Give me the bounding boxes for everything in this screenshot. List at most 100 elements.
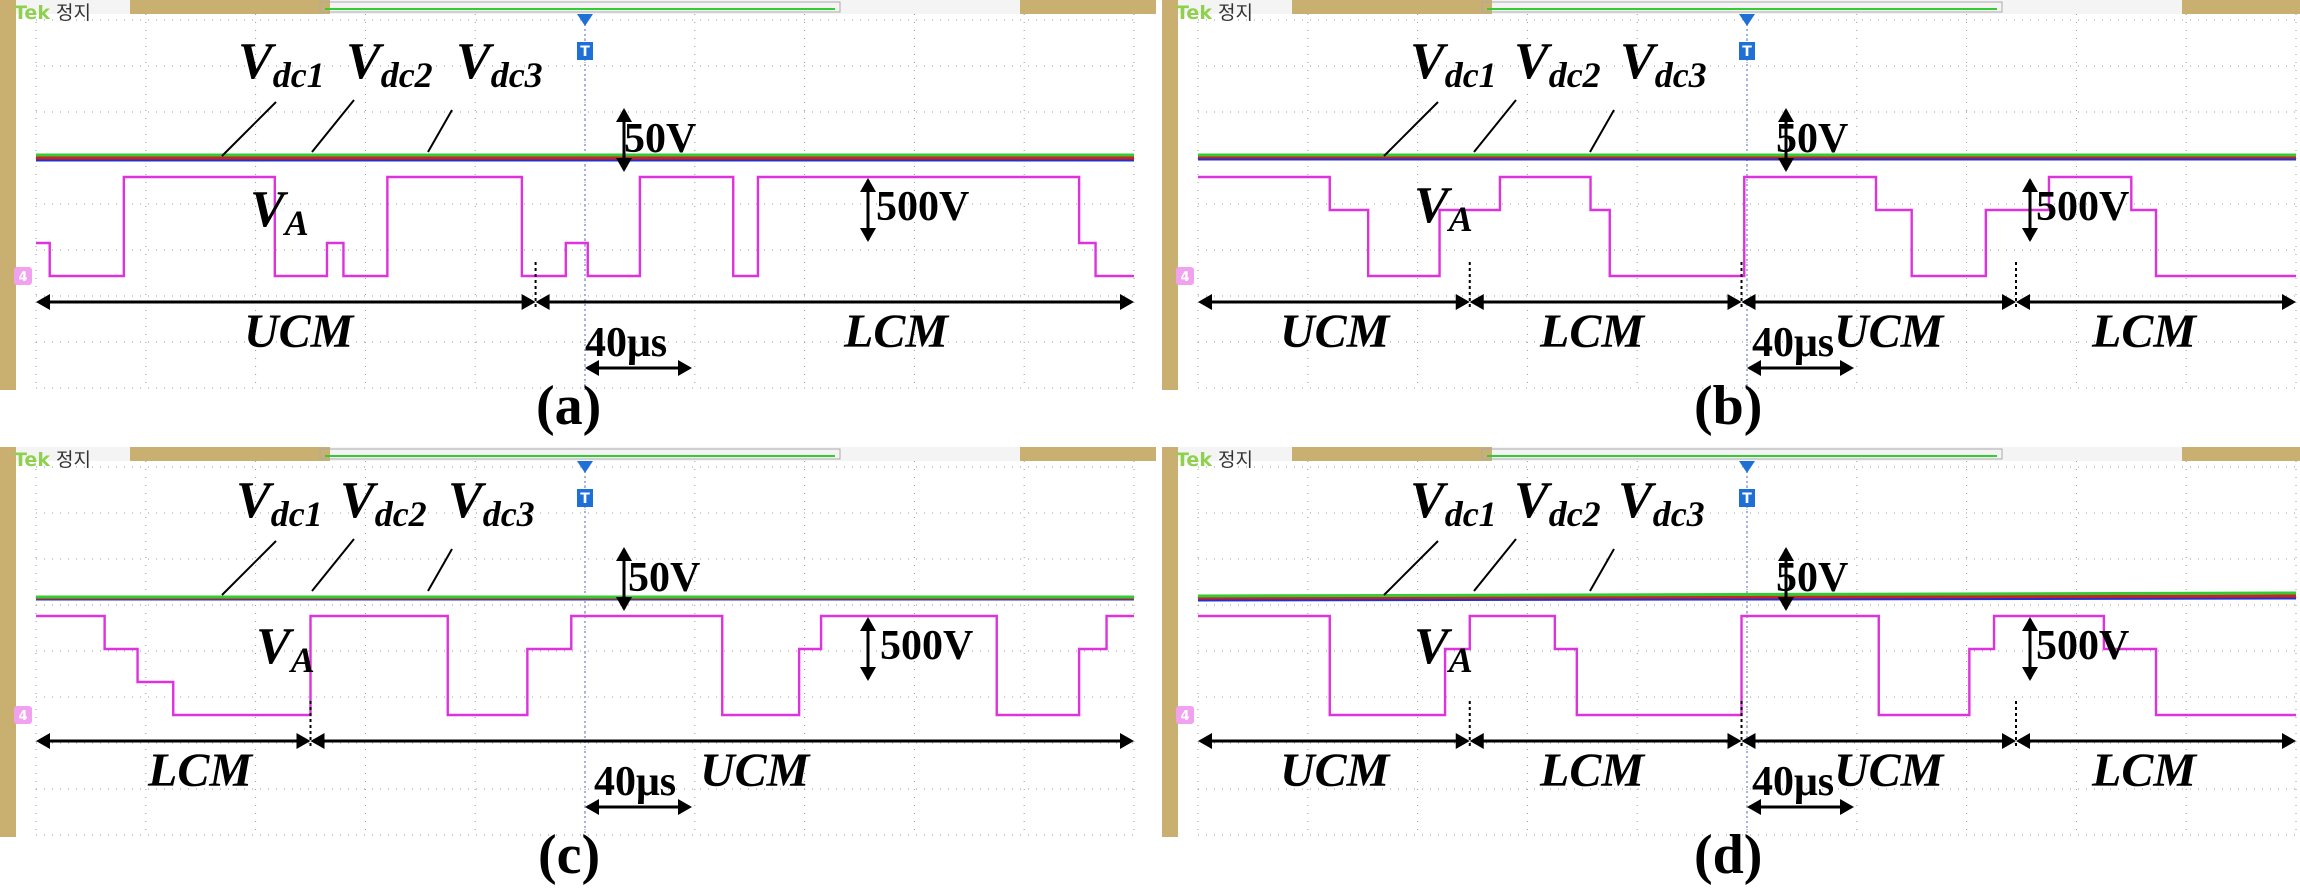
scope-record-bar	[1481, 1, 2003, 13]
mode-segment-arrow-head	[296, 733, 311, 749]
va-subscript: A	[1448, 199, 1473, 239]
channel-4-marker	[1176, 267, 1194, 285]
scope-top-block-right	[2182, 447, 2300, 461]
small-scale-arrow-head	[616, 108, 632, 122]
trigger-icon	[1739, 14, 1755, 26]
run-state-label: 정지	[56, 2, 91, 24]
large-scale-arrow-head	[860, 667, 876, 681]
scope-top-block-right	[2182, 0, 2300, 14]
time-scale-arrow-head	[585, 799, 599, 815]
series-va	[1198, 175, 2296, 278]
vdc2-subscript: dc2	[1548, 55, 1601, 95]
trigger-badge	[577, 489, 593, 507]
brand-label: Tek	[1176, 449, 1212, 471]
channel-4-marker-text: 4	[18, 709, 27, 724]
small-voltage-scale-label: 50V	[1776, 116, 1849, 162]
scope-top-block-left	[1292, 0, 1492, 14]
vdc1-subscript: dc1	[1444, 55, 1497, 95]
trigger-badge	[1739, 42, 1755, 60]
trigger-marker-text: T	[1742, 44, 1752, 60]
time-scale-label: 40μs	[594, 759, 677, 805]
vdc3-subscript: dc3	[490, 55, 543, 95]
large-scale-arrow-head	[860, 228, 876, 242]
mode-segment-arrow-head	[36, 733, 50, 749]
vdc2-subscript: dc2	[380, 55, 433, 95]
scope-screen: T4	[0, 0, 1156, 390]
time-scale-arrow-head	[1840, 360, 1854, 376]
channel-4-marker-text: 4	[1180, 709, 1189, 724]
large-voltage-scale-label: 500V	[2036, 623, 2130, 669]
scope-top-block-right	[1020, 0, 1156, 14]
small-scale-arrow-head	[616, 547, 632, 561]
small-scale-arrow-head	[616, 597, 632, 611]
vdc3-pointer	[1589, 548, 1615, 592]
panel-caption: (d)	[1694, 824, 1763, 886]
large-scale-arrow-head	[2022, 617, 2038, 631]
mode-label-3: UCM	[1834, 744, 1944, 797]
mode-label-2: UCM	[700, 744, 810, 797]
vdc3-pointer	[1589, 109, 1615, 153]
vdc1-pointer	[1383, 540, 1439, 596]
panel-caption: (a)	[536, 375, 602, 437]
vdc3-pointer	[427, 548, 453, 592]
mode-segment-arrow-head	[1120, 733, 1134, 749]
trigger-icon	[1739, 461, 1755, 473]
vdc3-label: Vdc3	[448, 472, 535, 534]
vdc1-subscript: dc1	[1444, 494, 1497, 534]
vdc1-pointer	[221, 101, 277, 157]
series-va	[36, 614, 1134, 717]
scope-left-bar	[0, 447, 16, 837]
vdc1-label: Vdc1	[1410, 472, 1497, 534]
run-state-label: 정지	[56, 449, 91, 471]
scope-status: Tek 정지	[1176, 451, 1253, 470]
large-voltage-scale-label: 500V	[2036, 184, 2130, 230]
scope-left-bar	[1162, 0, 1178, 390]
series-va	[1198, 614, 2296, 717]
trigger-icon	[577, 461, 593, 473]
vdc1-label: Vdc1	[238, 33, 325, 95]
mode-segment-arrow-head	[1741, 733, 1756, 749]
channel-4-marker	[1176, 706, 1194, 724]
mode-segment-arrow-head	[521, 294, 536, 310]
vdc2-subscript: dc2	[374, 494, 427, 534]
mode-label-1: LCM	[148, 744, 253, 797]
small-voltage-scale-label: 50V	[628, 555, 701, 601]
time-scale-arrow-head	[678, 799, 692, 815]
series-vdc1	[1197, 596, 2297, 602]
vdc1-subscript: dc1	[272, 55, 325, 95]
vdc2-pointer	[1473, 99, 1517, 153]
large-scale-arrow-head	[860, 178, 876, 192]
mode-label-4: LCM	[2092, 744, 2197, 797]
time-scale-arrow-head	[1747, 799, 1761, 815]
mode-label-2: LCM	[1540, 305, 1645, 358]
vdc2-pointer	[311, 538, 355, 592]
va-label: VA	[1414, 177, 1473, 239]
vdc3-label: Vdc3	[1620, 33, 1707, 95]
mode-segment-arrow-head	[1469, 733, 1484, 749]
trigger-marker-text: T	[580, 44, 590, 60]
small-scale-arrow-head	[1778, 158, 1794, 172]
scope-top-block-left	[130, 447, 330, 461]
small-voltage-scale-label: 50V	[624, 116, 697, 162]
vdc3-label: Vdc3	[1618, 472, 1705, 534]
scope-screen: T4	[1162, 447, 2300, 837]
vdc2-label: Vdc2	[340, 472, 427, 534]
mode-segment-arrow-head	[1727, 294, 1742, 310]
channel-4-marker	[14, 267, 32, 285]
trigger-badge	[1739, 489, 1755, 507]
scope-top-block-left	[130, 0, 330, 14]
channel-4-marker	[14, 706, 32, 724]
va-subscript: A	[284, 203, 309, 243]
mode-label-2: LCM	[844, 305, 949, 358]
vdc1-pointer	[1383, 101, 1439, 157]
mode-segment-arrow-head	[2016, 733, 2031, 749]
mode-segment-arrow-head	[1120, 294, 1134, 310]
mode-segment-arrow-head	[1727, 733, 1742, 749]
vdc3-subscript: dc3	[1652, 494, 1705, 534]
brand-label: Tek	[14, 449, 50, 471]
mode-segment-arrow-head	[2282, 733, 2296, 749]
vdc3-label: Vdc3	[456, 33, 543, 95]
time-scale-arrow-head	[585, 360, 599, 376]
